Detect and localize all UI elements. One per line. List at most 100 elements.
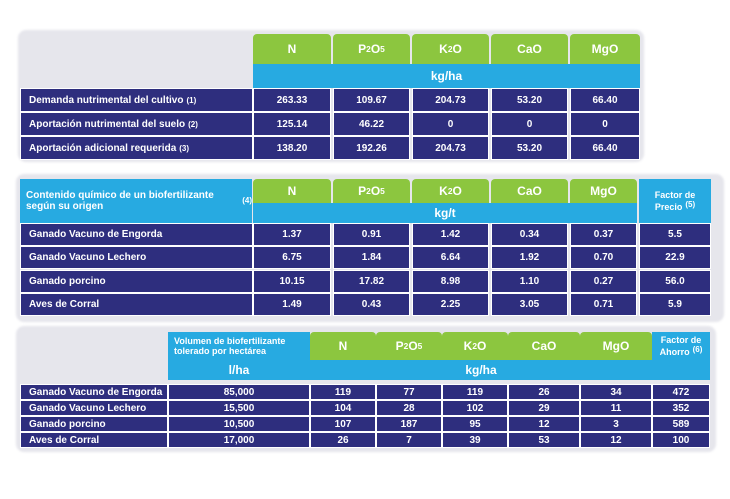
column-header: MgO (570, 34, 640, 64)
table-cell: 3 (580, 416, 652, 432)
table-cell: 107 (310, 416, 376, 432)
factor-header-text: Factor de Ahorro (6) (652, 335, 710, 358)
table-cell: 1.84 (333, 246, 410, 269)
table-cell: 119 (310, 384, 376, 400)
factor-cell: 472 (652, 384, 710, 400)
factor-cell: 22.9 (639, 246, 711, 269)
volume-unit: l/ha (168, 360, 310, 380)
volume-cell: 10,500 (168, 416, 310, 432)
table-cell: 8.98 (412, 270, 489, 293)
footnote-marker: (2) (188, 119, 198, 129)
footnote-marker: (6) (692, 345, 703, 354)
row-label: Aves de Corral (20, 432, 168, 448)
table-cell: 53 (508, 432, 580, 448)
table-cell: 10.15 (253, 270, 331, 293)
factor-cell: 56.0 (639, 270, 711, 293)
footnote-marker: (3) (179, 143, 190, 153)
factor-unit-band (652, 360, 710, 380)
factor-header-label: Factor de Precio (654, 189, 696, 212)
factor-cell: 5.9 (639, 293, 711, 316)
factor-header-label: Factor de Ahorro (659, 334, 702, 357)
row-label: Ganado Vacuno de Engorda (20, 384, 168, 400)
table-cell: 0 (412, 112, 489, 136)
column-header: CaO (491, 179, 568, 203)
table-cell: 263.33 (253, 88, 331, 112)
factor-cell: 100 (652, 432, 710, 448)
volume-header: Volumen de biofertilizante tolerado por … (168, 332, 310, 360)
footnote-marker: (5) (685, 200, 696, 209)
table-cell: 6.75 (253, 246, 331, 269)
factor-cell: 5.5 (639, 223, 711, 246)
table-cell: 77 (376, 384, 442, 400)
table-cell: 53.20 (491, 88, 568, 112)
table-cell: 39 (442, 432, 508, 448)
table-cell: 6.64 (412, 246, 489, 269)
table-cell: 119 (442, 384, 508, 400)
table-cell: 0.27 (570, 270, 637, 293)
footnote-marker: (4) (242, 196, 252, 206)
table-cell: 125.14 (253, 112, 331, 136)
table-cell: 12 (508, 416, 580, 432)
table-cell: 0 (491, 112, 568, 136)
table-cell: 34 (580, 384, 652, 400)
table-cell: 1.92 (491, 246, 568, 269)
column-header: MgO (570, 179, 637, 203)
row-label-text: Aportación adicional requerida (29, 142, 177, 154)
table-cell: 17.82 (333, 270, 410, 293)
table-cell: 3.05 (491, 293, 568, 316)
table-cell: 66.40 (570, 88, 640, 112)
table-title: Contenido químico de un biofertilizante … (20, 179, 252, 223)
factor-header: Factor de Ahorro (6) (652, 332, 710, 360)
column-header: N (253, 34, 331, 64)
table-cell: 204.73 (412, 136, 489, 160)
table-cell: 0.91 (333, 223, 410, 246)
table-cell: 7 (376, 432, 442, 448)
table-cell: 102 (442, 400, 508, 416)
table-cell: 104 (310, 400, 376, 416)
table-cell: 28 (376, 400, 442, 416)
unit-band: kg/ha (253, 64, 640, 88)
table-cell: 109.67 (333, 88, 410, 112)
factor-header-text: Factor de Precio (5) (639, 190, 711, 213)
row-label: Ganado Vacuno de Engorda (20, 223, 253, 246)
row-label: Aportación adicional requerida (3) (20, 136, 253, 160)
row-label: Ganado porcino (20, 270, 253, 293)
table-cell: 0.70 (570, 246, 637, 269)
table-cell: 2.25 (412, 293, 489, 316)
row-label: Ganado Vacuno Lechero (20, 400, 168, 416)
blank-area (20, 332, 168, 380)
row-label-text: Demanda nutrimental del cultivo (29, 94, 184, 106)
table-cell: 187 (376, 416, 442, 432)
table-cell: 26 (310, 432, 376, 448)
table-cell: 0.43 (333, 293, 410, 316)
table-cell: 1.49 (253, 293, 331, 316)
table-cell: 1.10 (491, 270, 568, 293)
column-header: N (310, 332, 376, 360)
row-label: Ganado porcino (20, 416, 168, 432)
column-header: N (253, 179, 331, 203)
factor-cell: 589 (652, 416, 710, 432)
table-cell: 0.34 (491, 223, 568, 246)
table-cell: 46.22 (333, 112, 410, 136)
column-header: MgO (580, 332, 652, 360)
row-label: Aportación nutrimental del suelo (2) (20, 112, 253, 136)
table-cell: 11 (580, 400, 652, 416)
table-cell: 66.40 (570, 136, 640, 160)
table-cell: 29 (508, 400, 580, 416)
unit-band: kg/t (253, 203, 637, 223)
row-label: Demanda nutrimental del cultivo (1) (20, 88, 253, 112)
table-cell: 1.37 (253, 223, 331, 246)
table-cell: 12 (580, 432, 652, 448)
table-cell: 138.20 (253, 136, 331, 160)
table-cell: 26 (508, 384, 580, 400)
table-cell: 95 (442, 416, 508, 432)
factor-header: Factor de Precio (5) (639, 179, 711, 223)
table-cell: 204.73 (412, 88, 489, 112)
unit-band: kg/ha (310, 360, 652, 380)
